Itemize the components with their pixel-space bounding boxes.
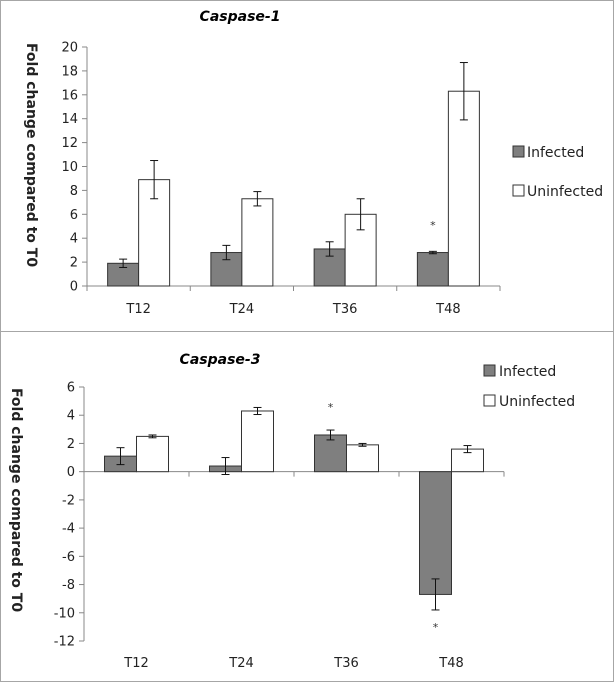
y-tick-label: 10 bbox=[61, 160, 78, 175]
legend-label-uninfected: Uninfected bbox=[527, 184, 603, 200]
y-tick-label: -8 bbox=[62, 578, 75, 593]
y-tick-label: 14 bbox=[61, 112, 78, 127]
legend: Infected Uninfected bbox=[483, 364, 575, 410]
significance-marker: * bbox=[328, 401, 334, 414]
chart-marks: 0 2 4 6 8 10 12 14 16 18 20 T12 T24 T36 T48 * bbox=[61, 41, 501, 317]
bar-infected-t36 bbox=[314, 434, 347, 473]
bar-uninfected-t48 bbox=[447, 90, 480, 287]
y-tick-label: 0 bbox=[67, 465, 75, 480]
y-tick-label: 12 bbox=[61, 136, 78, 151]
bar-uninfected-t36 bbox=[346, 444, 379, 473]
y-tick-label: 2 bbox=[70, 256, 78, 271]
chart-title: Caspase-1 bbox=[200, 9, 281, 25]
y-tick-label: 8 bbox=[70, 184, 78, 199]
legend-swatch-uninfected bbox=[512, 184, 525, 197]
bar-uninfected-t24 bbox=[241, 198, 274, 287]
chart-caspase-3: Caspase-3 Fold change compared to T0 -12… bbox=[8, 352, 575, 671]
y-tick-label: 6 bbox=[67, 381, 75, 396]
y-tick-label: 20 bbox=[61, 41, 78, 56]
y-tick-label: -2 bbox=[62, 493, 75, 508]
chart-caspase-1: Caspase-1 Fold change compared to T0 0 2 4… bbox=[23, 9, 603, 317]
chart-title: Caspase-3 bbox=[180, 352, 261, 368]
y-tick-label: 2 bbox=[67, 437, 75, 452]
significance-marker: * bbox=[433, 621, 439, 634]
x-tick-label: T24 bbox=[229, 302, 254, 317]
x-tick-label: T24 bbox=[228, 656, 253, 671]
bar-infected-t48 bbox=[416, 252, 449, 287]
legend-swatch-uninfected bbox=[483, 394, 496, 407]
legend-swatch-infected bbox=[512, 145, 525, 158]
y-tick-label: 18 bbox=[61, 64, 78, 79]
y-tick-label: 16 bbox=[61, 88, 78, 103]
legend: Infected Uninfected bbox=[512, 145, 603, 200]
bar-uninfected-t12 bbox=[136, 435, 169, 473]
x-tick-label: T48 bbox=[435, 302, 460, 317]
y-tick-label: -12 bbox=[54, 635, 75, 650]
significance-marker: * bbox=[430, 219, 436, 232]
y-tick-label: -6 bbox=[62, 550, 75, 565]
y-tick-label: -10 bbox=[54, 606, 75, 621]
y-tick-label: -4 bbox=[62, 522, 75, 537]
legend-label-infected: Infected bbox=[527, 145, 584, 161]
x-tick-label: T36 bbox=[333, 656, 358, 671]
y-axis-label: Fold change compared to T0 bbox=[23, 43, 39, 267]
bar-infected-t48 bbox=[419, 471, 452, 595]
legend-label-uninfected: Uninfected bbox=[499, 394, 575, 410]
y-tick-label: 6 bbox=[70, 208, 78, 223]
y-axis-label: Fold change compared to T0 bbox=[8, 388, 24, 612]
x-tick-label: T36 bbox=[332, 302, 357, 317]
x-tick-label: T48 bbox=[438, 656, 463, 671]
x-tick-label: T12 bbox=[125, 302, 150, 317]
y-tick-label: 4 bbox=[67, 409, 75, 424]
legend-label-infected: Infected bbox=[499, 364, 556, 380]
y-tick-label: 4 bbox=[70, 232, 78, 247]
chart-marks: -12 -10 -8 -6 -4 -2 0 2 4 6 T12 T24 T36 T48 * * bbox=[54, 381, 505, 671]
x-tick-label: T12 bbox=[123, 656, 148, 671]
legend-swatch-infected bbox=[483, 364, 496, 377]
bar-uninfected-t24 bbox=[241, 410, 274, 473]
y-tick-label: 0 bbox=[70, 280, 78, 295]
